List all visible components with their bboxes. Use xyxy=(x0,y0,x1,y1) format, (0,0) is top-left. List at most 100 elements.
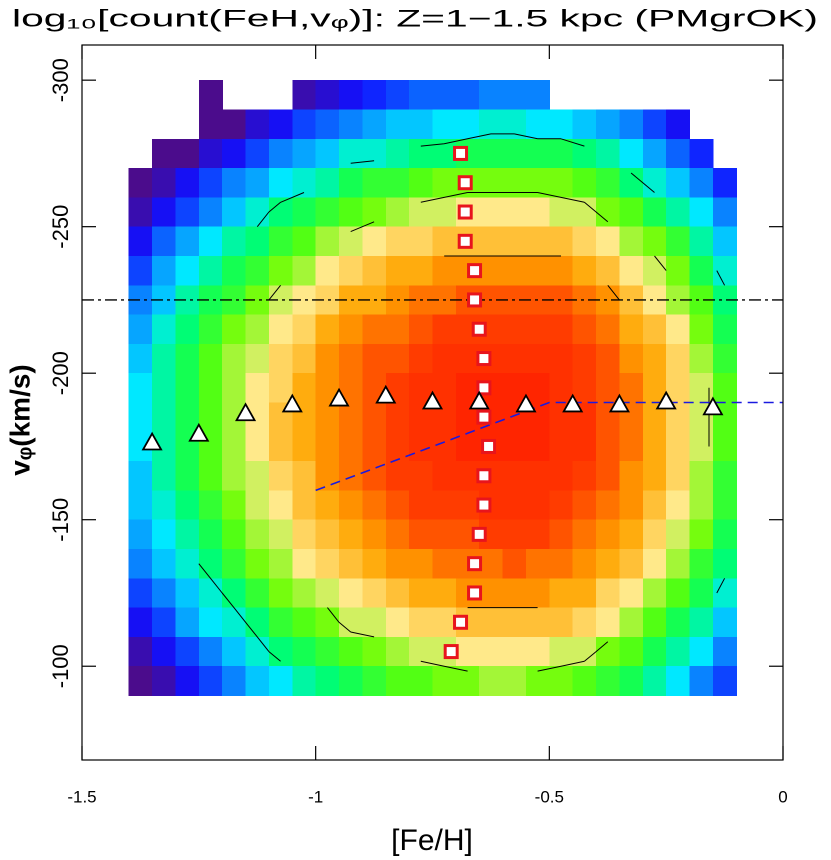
heatmap-cell xyxy=(198,607,223,638)
heatmap-cell xyxy=(245,431,270,462)
heatmap-cell xyxy=(152,666,177,697)
heatmap-cell xyxy=(572,138,597,169)
heatmap-cell xyxy=(642,373,667,404)
heatmap-cell xyxy=(245,666,270,697)
heatmap-cell xyxy=(455,343,480,374)
heatmap-cell xyxy=(432,607,457,638)
heatmap-cell xyxy=(596,109,621,140)
heatmap-cell xyxy=(432,549,457,579)
heatmap-cell xyxy=(642,578,667,609)
heatmap-cell xyxy=(222,373,247,404)
heatmap-cell xyxy=(128,197,153,228)
heatmap-cell xyxy=(712,431,737,462)
y-tick-label: -200 xyxy=(48,351,73,395)
heatmap-cell xyxy=(596,461,621,492)
heatmap-cell xyxy=(315,490,340,521)
heatmap-cell xyxy=(245,578,270,609)
heatmap-cell xyxy=(128,343,153,374)
heatmap-cell xyxy=(175,373,200,404)
heatmap-cell xyxy=(268,168,293,198)
heatmap-cell xyxy=(339,490,363,521)
median-marker xyxy=(467,292,483,308)
heatmap-cell xyxy=(596,226,621,257)
heatmap-cell xyxy=(409,549,434,579)
heatmap-cell xyxy=(409,461,434,492)
heatmap-cell xyxy=(525,80,550,111)
median-marker xyxy=(476,468,492,484)
heatmap-cell xyxy=(222,666,247,697)
heatmap-cell xyxy=(152,431,177,462)
heatmap-cell xyxy=(689,138,714,169)
heatmap-cell xyxy=(315,255,340,286)
heatmap-cell xyxy=(198,402,223,433)
heatmap-cell xyxy=(128,607,153,638)
heatmap-cell xyxy=(315,343,340,374)
heatmap-cell xyxy=(712,285,737,316)
heatmap-cell xyxy=(339,109,363,140)
heatmap-cell xyxy=(479,255,504,286)
heatmap-cell xyxy=(525,636,550,667)
heatmap-cell xyxy=(245,519,270,550)
heatmap-cell xyxy=(502,226,527,257)
heatmap-cell xyxy=(666,490,691,521)
heatmap-cell xyxy=(175,490,200,521)
heatmap-cell xyxy=(409,402,434,433)
y-tick-label: -250 xyxy=(48,205,73,249)
heatmap-cell xyxy=(479,197,504,228)
heatmap-cell xyxy=(642,461,667,492)
heatmap-cell xyxy=(619,578,644,609)
heatmap-cell xyxy=(455,402,480,433)
heatmap-cell xyxy=(502,519,527,550)
heatmap-cell xyxy=(385,168,410,198)
median-marker xyxy=(471,321,487,337)
heatmap-cell xyxy=(292,226,317,257)
heatmap-cell xyxy=(502,197,527,228)
heatmap-cell xyxy=(455,461,480,492)
heatmap-cell xyxy=(549,314,574,345)
heatmap-cell xyxy=(572,285,597,316)
heatmap-cell xyxy=(619,343,644,374)
heatmap-cell xyxy=(666,636,691,667)
y-tick-label: -150 xyxy=(48,498,73,542)
heatmap-cell xyxy=(432,138,457,169)
heatmap-cell xyxy=(689,168,714,198)
heatmap-cell xyxy=(525,607,550,638)
heatmap-cell xyxy=(596,314,621,345)
heatmap-cell xyxy=(152,285,177,316)
heatmap-cell xyxy=(712,343,737,374)
heatmap-cell xyxy=(432,314,457,345)
heatmap-cell xyxy=(362,138,387,169)
heatmap-cell xyxy=(315,578,340,609)
heatmap-cell xyxy=(549,373,574,404)
heatmap-cell xyxy=(549,519,574,550)
heatmap-cell xyxy=(339,197,363,228)
heatmap-cell xyxy=(152,343,177,374)
heatmap xyxy=(128,80,737,697)
heatmap-cell xyxy=(642,138,667,169)
heatmap-cell xyxy=(268,490,293,521)
heatmap-cell xyxy=(152,636,177,667)
x-tick-label: -1.5 xyxy=(67,787,96,806)
heatmap-cell xyxy=(292,607,317,638)
heatmap-cell xyxy=(432,109,457,140)
heatmap-cell xyxy=(385,666,410,697)
heatmap-cell xyxy=(525,109,550,140)
heatmap-cell xyxy=(245,549,270,579)
heatmap-cell xyxy=(596,138,621,169)
heatmap-cell xyxy=(339,138,363,169)
heatmap-cell xyxy=(152,578,177,609)
heatmap-cell xyxy=(525,666,550,697)
heatmap-cell xyxy=(385,109,410,140)
mean-marker xyxy=(235,402,257,422)
heatmap-cell xyxy=(339,255,363,286)
heatmap-cell xyxy=(339,549,363,579)
heatmap-cell xyxy=(596,578,621,609)
mean-marker xyxy=(188,422,210,442)
heatmap-cell xyxy=(619,549,644,579)
heatmap-cell xyxy=(175,666,200,697)
heatmap-cell xyxy=(315,402,340,433)
heatmap-cell xyxy=(479,636,504,667)
heatmap-cell xyxy=(432,461,457,492)
heatmap-cell xyxy=(245,343,270,374)
